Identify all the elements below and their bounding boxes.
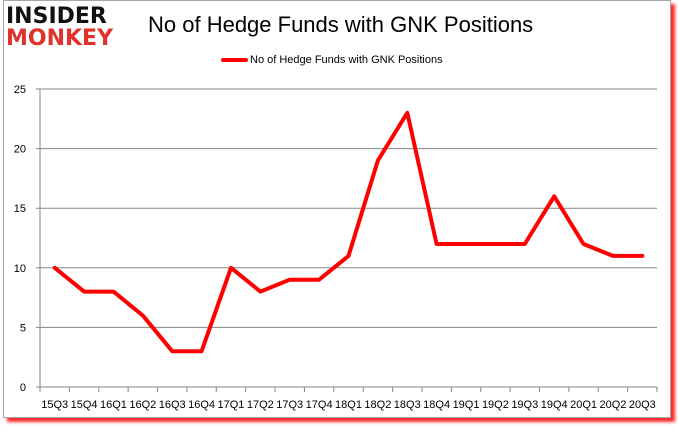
y-tick-label: 0 — [20, 382, 26, 394]
chart-legend: No of Hedge Funds with GNK Positions — [221, 54, 443, 66]
x-tick-label: 15Q4 — [71, 399, 98, 411]
y-tick-label: 10 — [14, 263, 26, 275]
x-tick-label: 16Q1 — [100, 399, 127, 411]
logo-line-2: MONKEY — [6, 26, 114, 51]
insider-monkey-logo: INSIDER MONKEY — [6, 6, 126, 50]
x-tick-label: 17Q2 — [247, 399, 274, 411]
x-axis: 15Q3 15Q4 16Q1 16Q2 16Q3 16Q4 17Q1 17Q2 17Q3 17Q4… — [39, 89, 658, 411]
gridlines — [36, 88, 657, 388]
x-tick-label: 19Q3 — [511, 399, 538, 411]
logo-line-1: INSIDER — [6, 4, 107, 29]
y-tick-label: 15 — [14, 203, 26, 215]
x-tick-label: 20Q1 — [570, 399, 597, 411]
y-tick-label: 20 — [14, 144, 26, 156]
x-tick-label: 17Q1 — [218, 399, 245, 411]
x-tick-label: 19Q2 — [482, 399, 509, 411]
x-tick-label: 18Q4 — [423, 399, 450, 411]
x-tick-label: 17Q3 — [276, 399, 303, 411]
x-tick-label: 16Q4 — [188, 399, 215, 411]
y-tick-label: 5 — [20, 322, 26, 334]
x-tick-label: 20Q3 — [629, 399, 656, 411]
x-tick-label: 16Q3 — [159, 399, 186, 411]
x-tick-label: 19Q1 — [453, 399, 480, 411]
legend-line-icon — [221, 58, 248, 62]
y-axis-ticks: 0 5 10 15 20 25 — [14, 84, 26, 394]
x-tick-label: 18Q1 — [335, 399, 362, 411]
x-tick-label: 19Q4 — [541, 399, 568, 411]
x-tick-label: 18Q2 — [364, 399, 391, 411]
x-tick-label: 18Q3 — [394, 399, 421, 411]
y-tick-label: 25 — [14, 84, 26, 96]
chart-title: No of Hedge Funds with GNK Positions — [148, 12, 534, 37]
x-tick-label: 20Q2 — [599, 399, 626, 411]
series-line — [52, 110, 645, 354]
x-tick-label: 16Q2 — [129, 399, 156, 411]
legend-label: No of Hedge Funds with GNK Positions — [250, 54, 443, 66]
x-tick-label: 15Q3 — [41, 399, 68, 411]
x-tick-label: 17Q4 — [306, 399, 333, 411]
